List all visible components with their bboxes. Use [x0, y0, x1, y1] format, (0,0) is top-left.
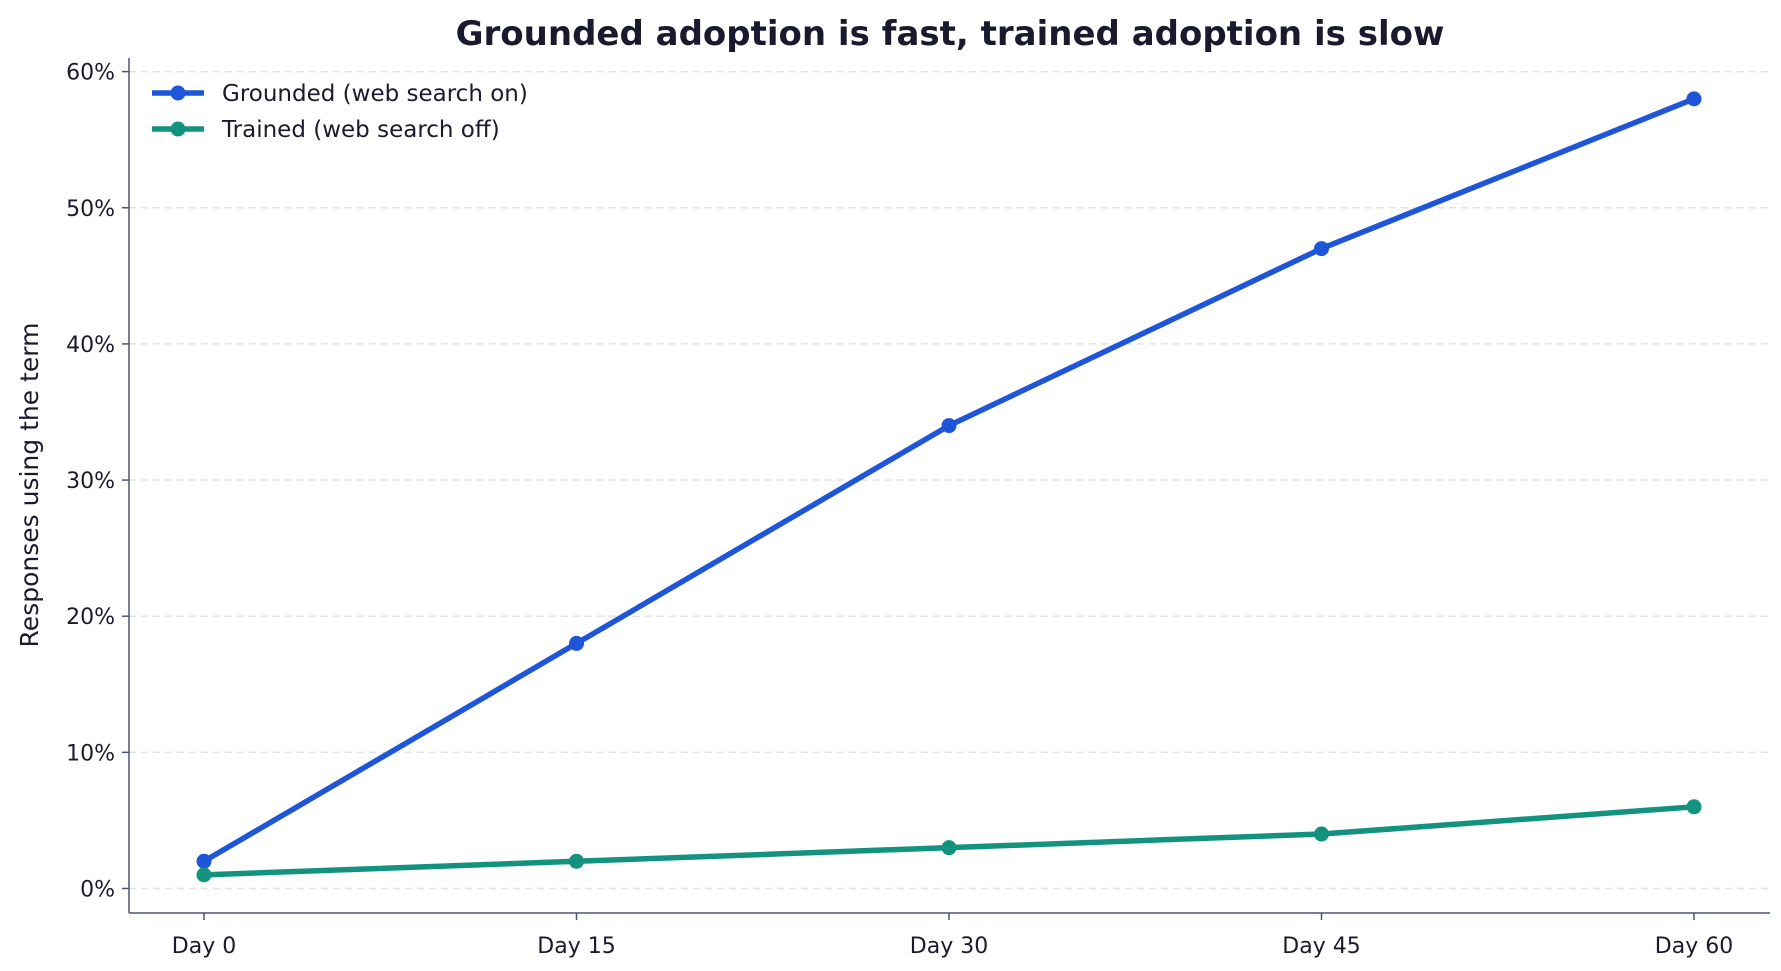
grid-lines: [129, 70, 1770, 890]
legend-label: Grounded (web search on): [222, 81, 528, 107]
x-tick-label: Day 0: [172, 934, 236, 959]
y-tick-label: 20%: [66, 605, 115, 630]
axes: [128, 58, 1770, 914]
legend: Grounded (web search on) Trained (web sea…: [152, 81, 528, 143]
data-point: [941, 418, 957, 434]
data-point: [196, 853, 212, 869]
legend-marker: [170, 121, 186, 137]
x-tick-label: Day 15: [537, 934, 615, 959]
data-point: [1314, 826, 1329, 842]
series-grounded: [196, 91, 1702, 869]
y-tick-label: 60%: [66, 61, 115, 86]
y-tick-label: 40%: [66, 333, 115, 358]
legend-marker: [170, 85, 186, 101]
y-tick-label: 0%: [80, 877, 115, 902]
series-trained: [196, 799, 1702, 883]
chart-title: Grounded adoption is fast, trained adopt…: [456, 14, 1445, 54]
data-point: [196, 867, 212, 883]
legend-item: Trained (web search off): [152, 117, 500, 143]
data-point: [1686, 91, 1702, 107]
x-tick-label: Day 30: [910, 934, 988, 959]
y-tick-label: 10%: [66, 741, 115, 766]
y-axis-label: Responses using the term: [15, 323, 44, 648]
data-point: [569, 635, 584, 651]
data-point: [1686, 799, 1702, 815]
legend-item: Grounded (web search on): [152, 81, 528, 107]
legend-label: Trained (web search off): [221, 117, 500, 143]
x-tick-label: Day 45: [1282, 934, 1360, 959]
data-point: [1314, 241, 1329, 257]
data-point: [941, 840, 957, 856]
series-group: [196, 91, 1702, 883]
y-tick-label: 30%: [66, 469, 115, 494]
data-point: [569, 853, 584, 869]
ticks: 0% 10% 20% 30% 40% 50% 60% Day 0 Day 15 Day 30 Day…: [66, 61, 1733, 959]
x-tick-label: Day 60: [1655, 934, 1733, 959]
y-tick-label: 50%: [66, 197, 115, 222]
